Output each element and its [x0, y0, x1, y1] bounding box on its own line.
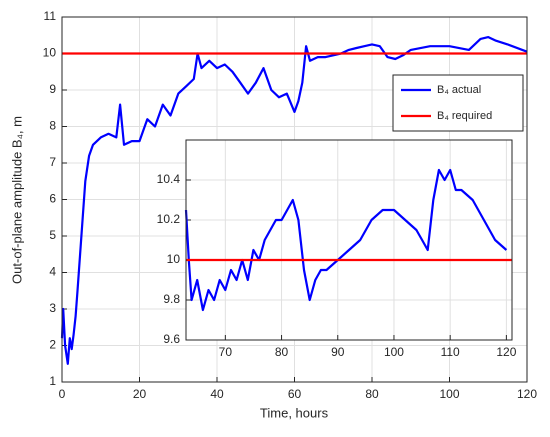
x-tick-label: 40	[210, 387, 224, 401]
x-tick-label: 60	[288, 387, 302, 401]
y-tick-label: 3	[49, 301, 56, 315]
y-axis-label: Out-of-plane amplitude B₄, m	[9, 116, 24, 284]
y-tick-label: 7	[49, 155, 56, 169]
x-tick-label: 120	[496, 345, 516, 359]
data-line	[184, 168, 508, 312]
x-axis-label: Time, hours	[260, 405, 329, 420]
legend-label: B₄ required	[437, 110, 492, 122]
y-tick-label: 9	[49, 82, 56, 96]
y-tick-label: 10.2	[157, 212, 181, 226]
x-tick-label: 80	[275, 345, 289, 359]
x-tick-label: 0	[59, 387, 66, 401]
data-line	[60, 36, 528, 365]
x-tick-label: 80	[365, 387, 379, 401]
y-tick-label: 2	[49, 338, 56, 352]
y-tick-label: 1	[49, 374, 56, 388]
y-tick-label: 6	[49, 192, 56, 206]
x-tick-label: 20	[133, 387, 147, 401]
y-tick-label: 9.6	[163, 332, 180, 346]
legend-box	[392, 74, 524, 132]
y-tick-label: 10	[167, 252, 181, 266]
plot-area	[186, 140, 512, 340]
y-tick-label: 5	[49, 228, 56, 242]
y-tick-label: 4	[49, 265, 56, 279]
x-tick-label: 110	[441, 345, 460, 359]
axes-frame	[185, 139, 513, 341]
y-tick-label: 10	[43, 46, 57, 60]
legend-label: B₄ actual	[437, 84, 481, 96]
x-tick-label: 90	[331, 345, 345, 359]
y-tick-label: 10.4	[157, 172, 181, 186]
y-tick-label: 8	[49, 119, 56, 133]
x-tick-label: 70	[219, 345, 233, 359]
x-tick-label: 120	[517, 387, 537, 401]
y-tick-label: 11	[44, 9, 57, 23]
x-tick-label: 100	[439, 387, 459, 401]
x-tick-label: 100	[384, 345, 404, 359]
axes-frame	[61, 16, 528, 383]
y-tick-label: 9.8	[163, 292, 180, 306]
